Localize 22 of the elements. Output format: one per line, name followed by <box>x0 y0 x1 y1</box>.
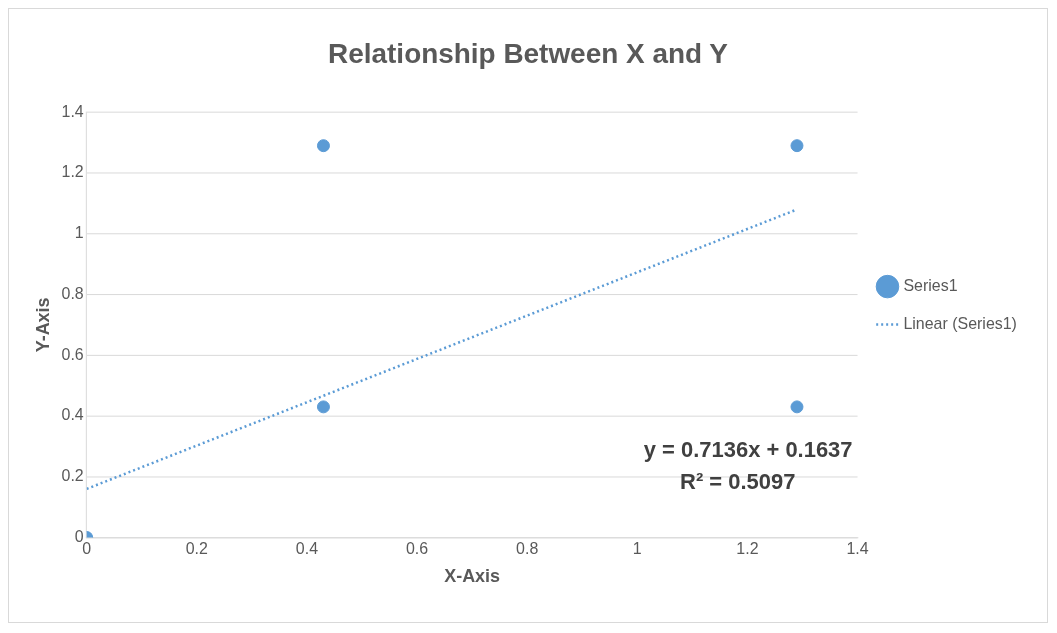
legend-label: Linear (Series1) <box>903 314 1017 332</box>
annotation: y = 0.7136x + 0.1637 <box>643 437 853 463</box>
x-tick-label: 0.2 <box>185 540 209 558</box>
annotation: R² = 0.5097 <box>680 469 796 495</box>
legend-label: Series1 <box>903 277 958 294</box>
x-tick-label: 1 <box>632 540 642 558</box>
y-tick-label: 0.6 <box>61 345 84 363</box>
chart-title: Relationship Between X and Y <box>328 38 729 70</box>
y-tick-label: 0.4 <box>61 406 84 424</box>
y-tick-label: 1.2 <box>61 163 84 181</box>
y-tick-label: 0 <box>74 527 84 545</box>
x-tick-label: 1.2 <box>736 540 759 558</box>
x-tick-label: 0.4 <box>295 540 319 558</box>
x-tick-label: 0.6 <box>405 540 429 558</box>
y-axis-title: Y-Axis <box>32 297 53 353</box>
y-tick-label: 0.2 <box>61 467 84 485</box>
y-tick-label: 0.8 <box>61 284 84 302</box>
x-tick-label: 1.4 <box>846 540 869 558</box>
y-tick-label: 1 <box>74 224 84 242</box>
x-axis-title: X-Axis <box>444 566 501 587</box>
y-tick-label: 1.4 <box>61 102 84 120</box>
x-tick-label: 0.8 <box>516 540 539 558</box>
